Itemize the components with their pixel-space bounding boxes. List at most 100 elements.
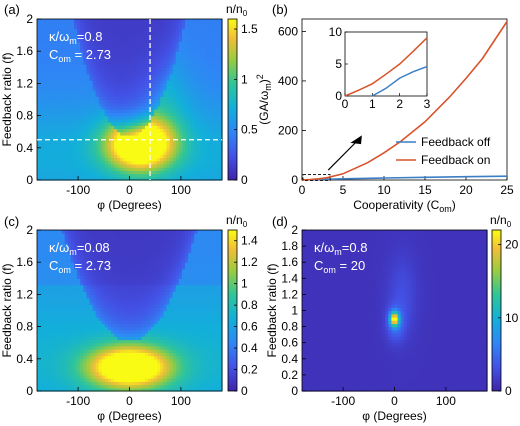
heatmap-cell [92, 320, 97, 324]
heatmap-cell [197, 51, 202, 56]
heatmap-cell [129, 22, 134, 27]
heatmap-cell [175, 118, 180, 123]
heatmap-cell [52, 323, 57, 328]
heatmap-cell [117, 310, 121, 315]
heatmap-cell [49, 287, 54, 292]
heatmap-cell [49, 83, 54, 88]
heatmap-cell [163, 109, 168, 113]
heatmap-cell [77, 233, 81, 238]
heatmap-cell [98, 131, 103, 136]
heatmap-cell [151, 154, 155, 159]
heatmap-cell [89, 170, 94, 175]
heatmap-cell [132, 67, 137, 72]
heatmap-cell [61, 336, 66, 341]
heatmap-cell [61, 25, 66, 30]
heatmap-cell [83, 70, 87, 75]
heatmap-cell [206, 47, 211, 52]
heatmap-cell [138, 19, 143, 23]
heatmap-cell [206, 64, 211, 68]
heatmap-cell [43, 291, 47, 295]
heatmap-cell [114, 329, 118, 334]
heatmap-cell [212, 44, 217, 49]
heatmap-cell [70, 109, 75, 113]
heatmap-cell [123, 230, 128, 234]
heatmap-cell [95, 73, 100, 78]
heatmap-cell [151, 109, 155, 113]
heatmap-cell [64, 278, 69, 283]
heatmap-cell [37, 141, 41, 146]
heatmap-cell [166, 35, 171, 39]
heatmap-cell [157, 105, 161, 110]
heatmap-cell [107, 96, 112, 101]
heatmap-cell [209, 25, 214, 30]
heatmap-cell [37, 242, 41, 247]
heatmap-cell [191, 134, 195, 139]
heatmap-cell [55, 278, 60, 283]
heatmap-cell [163, 151, 168, 155]
heatmap-cell [129, 151, 134, 155]
heatmap-cell [172, 99, 177, 104]
heatmap-cell [163, 128, 168, 133]
heatmap-cell [98, 365, 103, 370]
heatmap-cell [123, 167, 128, 171]
heatmap-cell [126, 118, 131, 123]
heatmap-cell [61, 112, 66, 117]
heatmap-cell [111, 147, 115, 152]
heatmap-cell [172, 157, 177, 162]
heatmap-cell [148, 112, 152, 117]
heatmap-cell [64, 19, 69, 23]
heatmap-cell [151, 300, 155, 305]
heatmap-cell [37, 22, 41, 27]
heatmap-cell [114, 278, 118, 283]
heatmap-cell [138, 134, 143, 139]
heatmap-cell [175, 67, 180, 72]
heatmap-cell [141, 326, 146, 331]
heatmap-cell [70, 307, 75, 312]
heatmap-cell [86, 349, 91, 353]
heatmap-cell [70, 239, 75, 244]
heatmap-cell [61, 67, 66, 72]
heatmap-cell [43, 310, 47, 315]
heatmap-cell [144, 76, 149, 81]
heatmap-cell [61, 73, 66, 78]
heatmap-cell [86, 255, 91, 260]
heatmap-cell [64, 173, 69, 178]
heatmap-cell [197, 64, 202, 68]
heatmap-cell [200, 176, 205, 181]
heatmap-cell [181, 60, 186, 65]
heatmap-cell [141, 336, 146, 341]
heatmap-cell [101, 371, 106, 376]
heatmap-cell [46, 242, 50, 247]
heatmap-cell [185, 163, 189, 168]
heatmap-cell [129, 112, 134, 117]
heatmap-cell [144, 320, 149, 324]
heatmap-cell [169, 96, 174, 101]
heatmap-cell [181, 109, 186, 113]
heatmap-cell [175, 57, 180, 62]
heatmap-cell [92, 323, 97, 328]
heatmap-cell [43, 86, 47, 91]
heatmap-cell [200, 86, 205, 91]
heatmap-cell [175, 73, 180, 78]
heatmap-cell [74, 35, 78, 39]
heatmap-cell [55, 73, 60, 78]
heatmap-cell [132, 304, 137, 308]
heatmap-cell [178, 89, 183, 94]
heatmap-cell [157, 131, 161, 136]
heatmap-cell [138, 307, 143, 312]
heatmap-cell [61, 54, 66, 59]
heatmap-cell [132, 154, 137, 159]
heatmap-cell [123, 141, 128, 146]
heatmap-cell [58, 365, 63, 370]
heatmap-cell [40, 44, 44, 49]
heatmap-cell [126, 60, 131, 65]
heatmap-cell [37, 51, 41, 56]
heatmap-cell [111, 93, 115, 97]
heatmap-cell [169, 151, 174, 155]
heatmap-cell [132, 89, 137, 94]
heatmap-cell [64, 230, 69, 234]
heatmap-cell [89, 134, 94, 139]
heatmap-cell [215, 105, 220, 110]
heatmap-cell [98, 67, 103, 72]
heatmap-cell [132, 157, 137, 162]
